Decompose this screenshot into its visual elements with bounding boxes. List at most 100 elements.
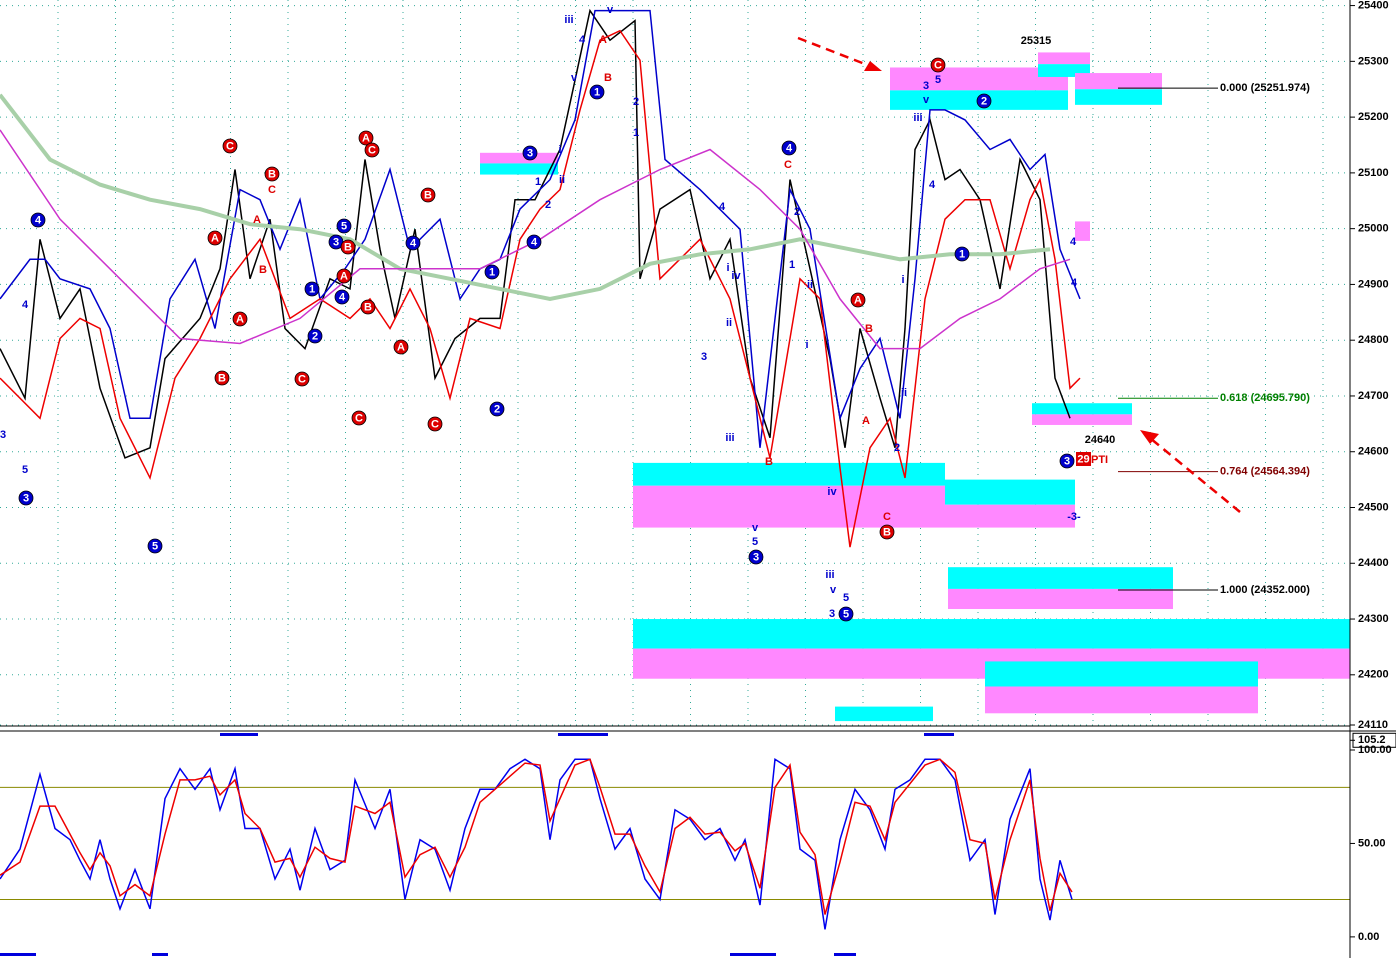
wave-label: 2 bbox=[494, 403, 500, 415]
wave-marker bbox=[393, 339, 409, 355]
zone bbox=[1032, 403, 1132, 415]
series-line bbox=[0, 8, 1071, 459]
wave-marker bbox=[405, 235, 421, 251]
wave-marker bbox=[264, 166, 280, 182]
y-tick-label: 25300 bbox=[1358, 55, 1389, 67]
wave-label: A bbox=[397, 341, 405, 353]
wave-marker bbox=[850, 292, 866, 308]
zone bbox=[633, 619, 1350, 649]
zone bbox=[633, 485, 945, 528]
wave-label: 5 bbox=[843, 608, 849, 620]
arrow-head bbox=[1140, 430, 1159, 444]
price-annotation: 25315 bbox=[1021, 35, 1052, 47]
wave-label: iii bbox=[564, 14, 573, 26]
wave-label: 5 bbox=[341, 220, 347, 232]
wave-label: 1 bbox=[535, 176, 541, 188]
wave-marker bbox=[489, 401, 505, 417]
zone bbox=[1075, 89, 1162, 105]
wave-label: 5 bbox=[752, 536, 758, 548]
wave-label: B bbox=[604, 72, 612, 84]
wave-label: A bbox=[253, 214, 261, 226]
wave-label: 3 bbox=[1064, 455, 1070, 467]
wave-marker bbox=[18, 490, 34, 506]
wave-marker bbox=[336, 268, 352, 284]
wave-label: B bbox=[883, 526, 891, 538]
wave-label: -3- bbox=[1067, 511, 1081, 523]
wave-label: C bbox=[784, 159, 792, 171]
wave-marker bbox=[232, 311, 248, 327]
zone bbox=[1075, 221, 1090, 241]
wave-marker bbox=[214, 370, 230, 386]
wave-label: iv bbox=[731, 270, 741, 282]
wave-label: v bbox=[752, 522, 759, 534]
wave-label: B bbox=[424, 189, 432, 201]
wave-label: B bbox=[364, 301, 372, 313]
series-line bbox=[0, 29, 1081, 548]
wave-label: 4 bbox=[410, 237, 417, 249]
wave-label: C bbox=[934, 59, 942, 71]
wave-label: 2 bbox=[894, 442, 900, 454]
arrow bbox=[797, 36, 871, 68]
wave-label: 3 bbox=[701, 351, 707, 363]
fib-label: 0.000 (25251.974) bbox=[1220, 82, 1310, 94]
wave-label: A bbox=[362, 132, 370, 144]
y-tick-label: 24600 bbox=[1358, 446, 1389, 458]
y-tick-label: 24800 bbox=[1358, 334, 1389, 346]
time-marker bbox=[0, 953, 36, 956]
wave-marker bbox=[420, 187, 436, 203]
wave-label: 3 bbox=[923, 80, 929, 92]
wave-label: A bbox=[599, 34, 607, 46]
wave-label: 1 bbox=[633, 127, 639, 139]
wave-marker bbox=[222, 138, 238, 154]
wave-label: iv bbox=[827, 486, 837, 498]
y-tick-label: 25100 bbox=[1358, 167, 1389, 179]
wave-label: 1 bbox=[959, 248, 965, 260]
wave-label: 3 bbox=[0, 429, 6, 441]
wave-label: 4 bbox=[22, 299, 29, 311]
wave-label: 4 bbox=[579, 34, 586, 46]
wave-marker bbox=[748, 549, 764, 565]
zone bbox=[480, 152, 558, 164]
wave-label: 2 bbox=[981, 95, 987, 107]
wave-label: 3 bbox=[527, 147, 533, 159]
y-tick-label: 105.2 bbox=[1358, 734, 1386, 746]
time-marker bbox=[558, 733, 608, 736]
wave-label: B bbox=[344, 241, 352, 253]
wave-marker bbox=[340, 239, 356, 255]
wave-label: i bbox=[805, 339, 808, 351]
series-line bbox=[0, 9, 1081, 448]
wave-label: 2 bbox=[545, 199, 551, 211]
zone bbox=[633, 462, 945, 486]
bar-count: 29 bbox=[1077, 453, 1089, 465]
fib-label: 0.764 (24564.394) bbox=[1220, 465, 1310, 477]
wave-label: 5 bbox=[22, 464, 28, 476]
bar-count-label: PTI bbox=[1091, 454, 1108, 466]
wave-label: 5 bbox=[152, 540, 158, 552]
wave-label: A bbox=[211, 232, 219, 244]
zone bbox=[890, 67, 1068, 91]
wave-label: v bbox=[923, 94, 930, 106]
fib-label: 0.618 (24695.790) bbox=[1220, 392, 1310, 404]
wave-label: 2 bbox=[633, 96, 639, 108]
wave-label: B bbox=[268, 168, 276, 180]
y-tick-label: 24900 bbox=[1358, 278, 1389, 290]
y-tick-label: 0.00 bbox=[1358, 931, 1379, 943]
wave-marker bbox=[360, 299, 376, 315]
wave-label: C bbox=[883, 511, 891, 523]
wave-label: 4 bbox=[531, 236, 538, 248]
wave-label: B bbox=[259, 264, 267, 276]
wave-marker bbox=[147, 538, 163, 554]
y-tick-label: 24400 bbox=[1358, 557, 1389, 569]
zone bbox=[985, 686, 1258, 714]
wave-marker bbox=[334, 289, 350, 305]
y-tick-label: 25000 bbox=[1358, 223, 1389, 235]
wave-label: i bbox=[558, 144, 561, 156]
wave-marker bbox=[930, 57, 946, 73]
wave-label: 4 bbox=[339, 291, 346, 303]
y-tick-label: 24200 bbox=[1358, 669, 1389, 681]
wave-label: C bbox=[226, 140, 234, 152]
arrow-head bbox=[864, 61, 882, 71]
wave-label: 4 bbox=[35, 214, 42, 226]
zone bbox=[948, 567, 1173, 589]
